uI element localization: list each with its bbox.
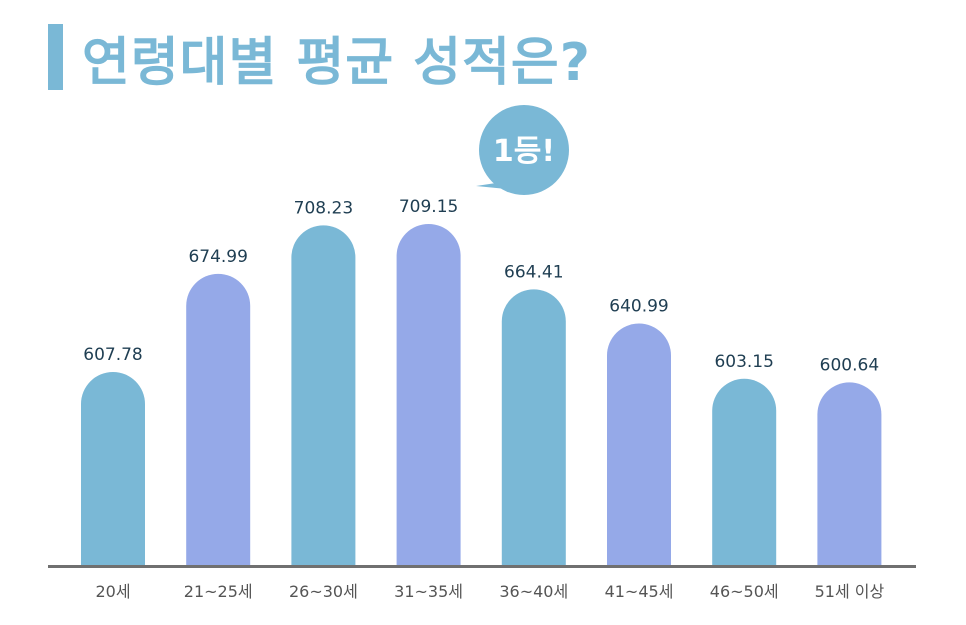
bar [186, 273, 251, 565]
bar [607, 323, 671, 565]
bar [396, 224, 461, 565]
data-label: 600.64 [820, 355, 879, 375]
data-label: 603.15 [714, 352, 773, 372]
chart-title: 연령대별 평균 성적은? [82, 33, 591, 93]
category-tick-label: 21~25세 [184, 582, 253, 601]
category-tick-label: 46~50세 [710, 582, 779, 601]
bar [81, 372, 145, 565]
x-axis-baseline [48, 565, 916, 568]
callout-text: 1등! [493, 134, 555, 169]
bar [712, 378, 777, 565]
title-accent-bar [48, 24, 63, 90]
data-label: 708.23 [294, 198, 353, 218]
data-label: 640.99 [609, 297, 668, 317]
data-label: 664.41 [504, 262, 563, 282]
data-label: 709.15 [399, 197, 458, 217]
data-label: 674.99 [188, 247, 247, 267]
bar [291, 225, 356, 565]
category-tick-label: 36~40세 [499, 582, 568, 601]
callout-bubble [479, 105, 569, 195]
category-tick-label: 20세 [95, 582, 130, 601]
category-tick-label: 31~35세 [394, 582, 463, 601]
data-label: 607.78 [83, 345, 142, 365]
category-tick-label: 51세 이상 [815, 582, 885, 601]
bar [817, 382, 882, 565]
bar [501, 289, 566, 565]
category-tick-label: 41~45세 [605, 582, 674, 601]
category-tick-label: 26~30세 [289, 582, 358, 601]
